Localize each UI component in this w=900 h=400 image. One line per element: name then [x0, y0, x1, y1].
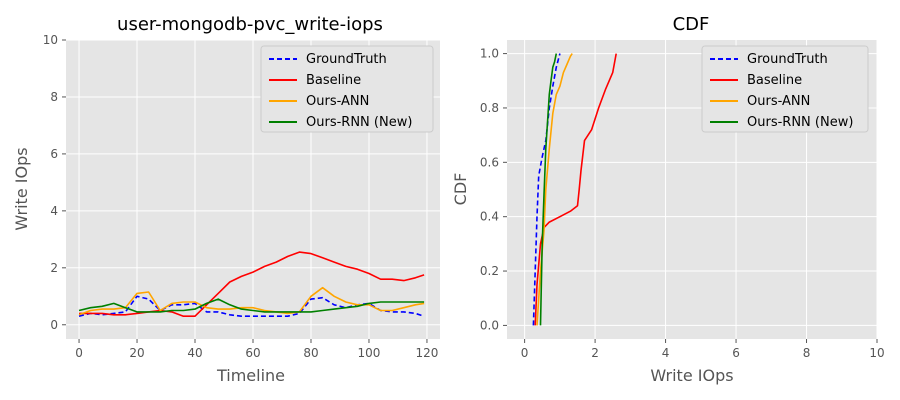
x-tick-label: 2	[591, 346, 599, 360]
legend-label-ours-ann: Ours-ANN	[747, 94, 810, 109]
legend-label-ours-ann: Ours-ANN	[306, 94, 369, 109]
x-tick-label: 100	[358, 346, 381, 360]
x-tick-label: 10	[869, 346, 884, 360]
legend-label-ours-rnn-new: Ours-RNN (New)	[306, 115, 412, 130]
legend-label-groundtruth: GroundTruth	[747, 52, 828, 67]
x-tick-label: 4	[662, 346, 670, 360]
chart-left-x-ticks: 0 20 40 60 80 100 120	[75, 339, 438, 360]
y-tick-label: 0.8	[480, 101, 499, 115]
chart-left-x-axis-label: Timeline	[216, 366, 285, 385]
chart-right: CDF 0 2 4 6 8 10 0.0 0.2 0.4 0.6 0.8 1.0 Write IOp…	[451, 14, 885, 385]
y-tick-label: 10	[43, 33, 58, 47]
series-line-ours-rnn-new	[539, 53, 558, 326]
chart-left-series	[78, 251, 425, 318]
x-tick-label: 0	[75, 346, 83, 360]
chart-right-x-axis-label: Write IOps	[650, 366, 733, 385]
y-tick-label: 0.2	[480, 264, 499, 278]
chart-right-title: CDF	[673, 14, 710, 35]
series-line-groundtruth	[78, 295, 425, 318]
chart-right-y-ticks: 0.0 0.2 0.4 0.6 0.8 1.0	[480, 47, 507, 332]
x-tick-label: 20	[129, 346, 144, 360]
x-tick-label: 60	[245, 346, 260, 360]
y-tick-label: 8	[50, 90, 58, 104]
x-tick-label: 80	[303, 346, 318, 360]
series-line-ours-ann	[536, 53, 573, 326]
y-tick-label: 1.0	[480, 47, 499, 61]
x-tick-label: 0	[521, 346, 529, 360]
y-tick-label: 4	[50, 204, 58, 218]
chart-left-grid	[66, 39, 440, 339]
chart-right-legend: GroundTruth Baseline Ours-ANN Ours-RNN (New…	[701, 45, 869, 133]
series-line-ours-rnn-new	[78, 298, 425, 313]
x-tick-label: 6	[732, 346, 740, 360]
chart-left-y-axis-label: Write IOps	[12, 147, 31, 230]
chart-left-y-ticks: 0 2 4 6 8 10	[43, 33, 66, 332]
legend-label-baseline: Baseline	[306, 73, 361, 88]
y-tick-label: 0	[50, 318, 58, 332]
y-tick-label: 2	[50, 261, 58, 275]
x-tick-label: 120	[416, 346, 439, 360]
chart-right-series	[532, 53, 617, 326]
series-line-ours-ann	[78, 286, 425, 316]
chart-right-y-axis-label: CDF	[451, 173, 470, 206]
chart-right-x-ticks: 0 2 4 6 8 10	[521, 339, 885, 360]
y-tick-label: 0.4	[480, 210, 499, 224]
legend-label-baseline: Baseline	[747, 73, 802, 88]
legend-label-ours-rnn-new: Ours-RNN (New)	[747, 115, 853, 130]
y-tick-label: 6	[50, 147, 58, 161]
series-line-baseline	[79, 251, 425, 318]
legend-box	[260, 45, 434, 133]
chart-left: user-mongodb-pvc_write-iops 0 20 40 60 80 100…	[12, 14, 440, 385]
y-tick-label: 0.0	[480, 318, 499, 332]
y-tick-label: 0.6	[480, 155, 499, 169]
chart-left-legend: GroundTruth Baseline Ours-ANN Ours-RNN (New…	[260, 45, 434, 133]
x-tick-label: 40	[187, 346, 202, 360]
legend-box	[701, 45, 869, 133]
chart-left-title: user-mongodb-pvc_write-iops	[117, 14, 383, 35]
series-line-groundtruth	[532, 53, 561, 326]
legend-label-groundtruth: GroundTruth	[306, 52, 387, 67]
x-tick-label: 8	[803, 346, 811, 360]
